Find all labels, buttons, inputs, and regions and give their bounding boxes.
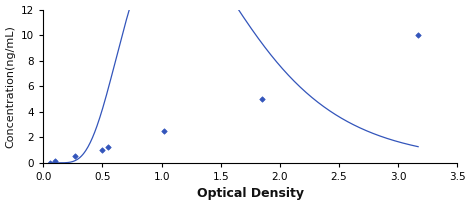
X-axis label: Optical Density: Optical Density bbox=[197, 187, 304, 200]
Y-axis label: Concentration(ng/mL): Concentration(ng/mL) bbox=[6, 25, 16, 148]
